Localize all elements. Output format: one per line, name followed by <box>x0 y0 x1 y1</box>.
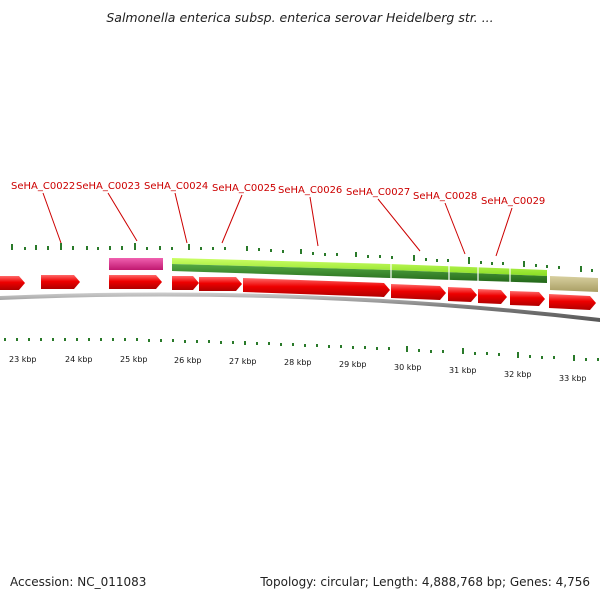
scale-label: 27 kbp <box>229 357 257 366</box>
cds-arrow[interactable] <box>172 276 199 290</box>
cds-arrow[interactable] <box>448 287 477 302</box>
gene-label[interactable]: SeHA_C0027 <box>346 187 410 198</box>
gene-label[interactable]: SeHA_C0029 <box>481 196 545 207</box>
scale-label: 28 kbp <box>284 358 312 367</box>
scale-label: 33 kbp <box>559 374 587 383</box>
upper-tick-row <box>11 243 593 272</box>
scale-label: 30 kbp <box>394 363 422 372</box>
gene-label[interactable]: SeHA_C0025 <box>212 183 276 194</box>
scale-label: 23 kbp <box>9 355 37 364</box>
scale-label: 32 kbp <box>504 370 532 379</box>
accession-label: Accession: NC_011083 <box>10 575 147 589</box>
scale-label: 25 kbp <box>120 355 148 364</box>
scale-label: 31 kbp <box>449 366 477 375</box>
gene-labels: SeHA_C0022 SeHA_C0023 SeHA_C0024 SeHA_C0… <box>11 181 545 207</box>
rrna-light-band[interactable] <box>172 258 547 276</box>
misc-feature-block[interactable] <box>550 276 598 292</box>
genome-backbone <box>0 292 600 322</box>
gene-label[interactable]: SeHA_C0026 <box>278 185 342 196</box>
genome-summary: Topology: circular; Length: 4,888,768 bp… <box>260 575 590 589</box>
cds-arrow[interactable] <box>510 291 545 306</box>
gene-label-leaders <box>42 192 513 257</box>
lower-tick-row <box>4 338 599 361</box>
cds-arrow[interactable] <box>391 284 446 300</box>
rrna-dark-band[interactable] <box>172 264 547 283</box>
scale-labels: 23 kbp 24 kbp 25 kbp 26 kbp 27 kbp 28 kb… <box>9 355 587 383</box>
cds-arrow[interactable] <box>41 275 80 289</box>
cds-arrow[interactable] <box>243 278 390 297</box>
cds-arrow[interactable] <box>0 276 25 290</box>
cds-arrows <box>0 275 596 310</box>
cds-arrow[interactable] <box>199 277 242 291</box>
cds-arrow[interactable] <box>109 275 162 289</box>
gene-label[interactable]: SeHA_C0022 <box>11 181 75 192</box>
gene-label[interactable]: SeHA_C0023 <box>76 181 140 192</box>
cds-arrow[interactable] <box>549 294 596 310</box>
trna-block[interactable] <box>109 258 163 270</box>
gene-label[interactable]: SeHA_C0024 <box>144 181 208 192</box>
map-title: Salmonella enterica subsp. enterica sero… <box>106 10 494 25</box>
scale-label: 29 kbp <box>339 360 367 369</box>
scale-label: 26 kbp <box>174 356 202 365</box>
gene-label[interactable]: SeHA_C0028 <box>413 191 477 202</box>
cds-arrow[interactable] <box>478 289 507 304</box>
top-strand-features <box>109 258 598 292</box>
scale-label: 24 kbp <box>65 355 93 364</box>
